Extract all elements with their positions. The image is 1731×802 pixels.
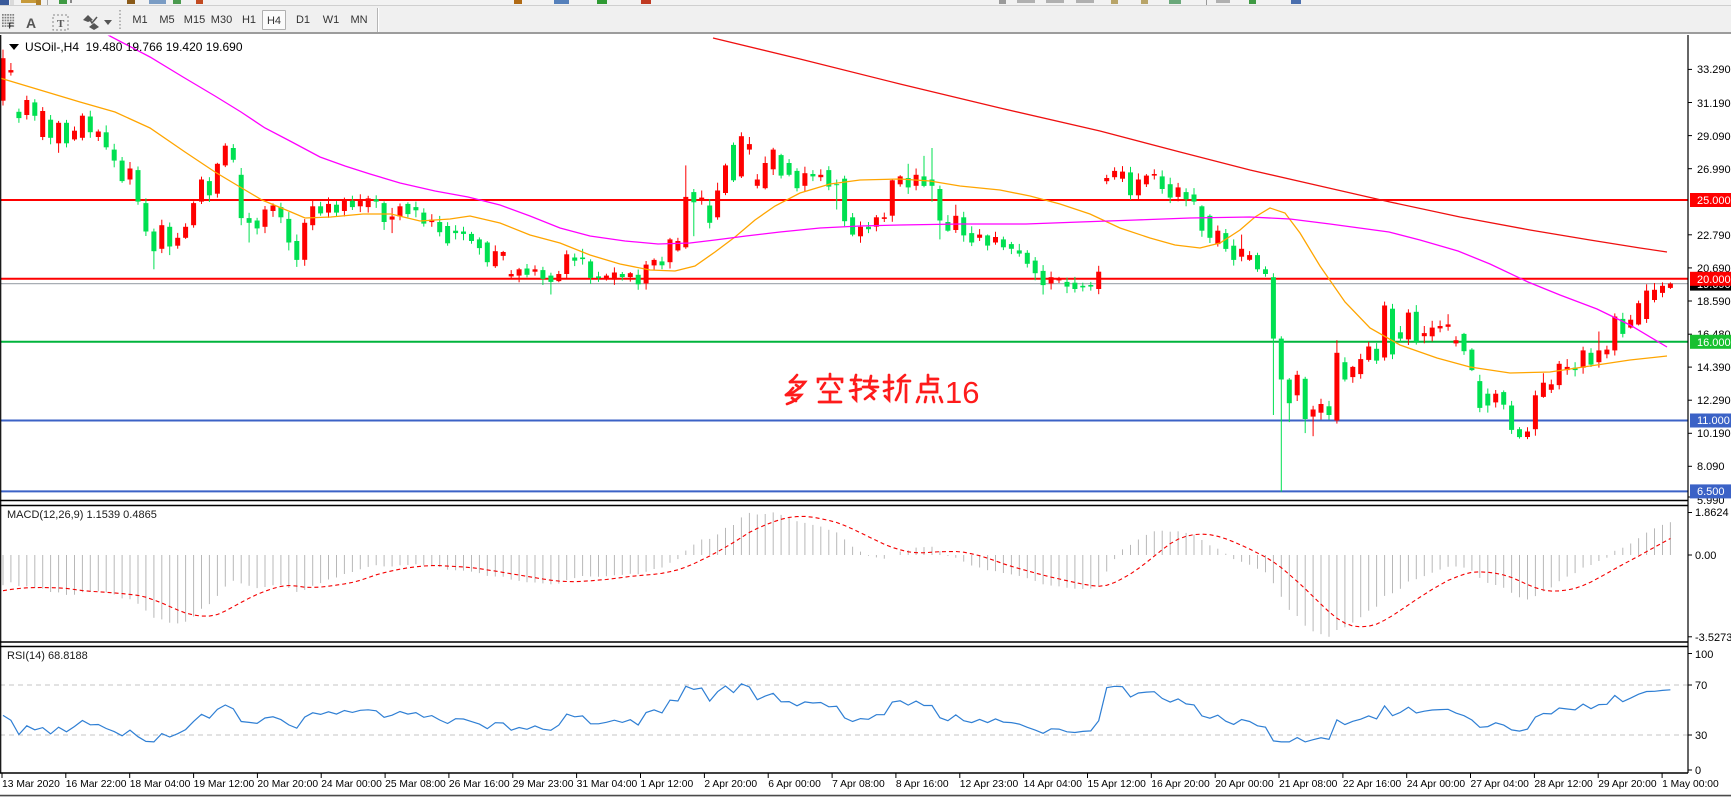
- svg-text:30: 30: [1695, 730, 1707, 742]
- svg-text:16 Mar 22:00: 16 Mar 22:00: [66, 779, 127, 790]
- svg-text:14 Apr 04:00: 14 Apr 04:00: [1024, 779, 1083, 790]
- svg-text:22 Apr 16:00: 22 Apr 16:00: [1343, 779, 1402, 790]
- svg-text:0: 0: [1695, 765, 1701, 777]
- svg-text:100: 100: [1695, 649, 1713, 661]
- svg-text:31.190: 31.190: [1697, 98, 1731, 110]
- svg-text:24 Apr 00:00: 24 Apr 00:00: [1407, 779, 1466, 790]
- svg-text:-3.5273: -3.5273: [1695, 632, 1731, 644]
- svg-text:0.00: 0.00: [1695, 550, 1716, 562]
- svg-text:6 Apr 00:00: 6 Apr 00:00: [768, 779, 821, 790]
- svg-text:16: 16: [945, 375, 979, 410]
- svg-text:RSI(14) 68.8188: RSI(14) 68.8188: [7, 650, 88, 662]
- svg-text:13 Mar 2020: 13 Mar 2020: [2, 779, 60, 790]
- svg-text:18 Mar 04:00: 18 Mar 04:00: [130, 779, 191, 790]
- svg-text:USOil-,H4 19.480 19.766 19.42: USOil-,H4 19.480 19.766 19.420 19.690: [25, 40, 243, 54]
- svg-text:2 Apr 20:00: 2 Apr 20:00: [704, 779, 757, 790]
- svg-text:1.8624: 1.8624: [1695, 507, 1729, 519]
- svg-text:7 Apr 08:00: 7 Apr 08:00: [832, 779, 885, 790]
- svg-text:26 Mar 16:00: 26 Mar 16:00: [449, 779, 510, 790]
- svg-text:24 Mar 00:00: 24 Mar 00:00: [321, 779, 382, 790]
- svg-text:25 Mar 08:00: 25 Mar 08:00: [385, 779, 446, 790]
- svg-text:29 Mar 23:00: 29 Mar 23:00: [513, 779, 574, 790]
- svg-text:8.090: 8.090: [1697, 461, 1725, 473]
- svg-text:19 Mar 12:00: 19 Mar 12:00: [194, 779, 255, 790]
- svg-text:1 Apr 12:00: 1 Apr 12:00: [641, 779, 694, 790]
- svg-text:21 Apr 08:00: 21 Apr 08:00: [1279, 779, 1338, 790]
- svg-text:22.790: 22.790: [1697, 230, 1731, 242]
- svg-text:16.000: 16.000: [1697, 337, 1731, 349]
- svg-text:8 Apr 16:00: 8 Apr 16:00: [896, 779, 949, 790]
- svg-text:28 Apr 12:00: 28 Apr 12:00: [1534, 779, 1593, 790]
- svg-text:70: 70: [1695, 680, 1707, 692]
- svg-text:1 May 00:00: 1 May 00:00: [1662, 779, 1719, 790]
- svg-text:15 Apr 12:00: 15 Apr 12:00: [1088, 779, 1147, 790]
- svg-text:F: F: [9, 22, 14, 31]
- svg-text:14.390: 14.390: [1697, 362, 1731, 374]
- svg-text:T: T: [57, 18, 65, 30]
- svg-text:16 Apr 20:00: 16 Apr 20:00: [1151, 779, 1210, 790]
- svg-text:31 Mar 04:00: 31 Mar 04:00: [577, 779, 638, 790]
- svg-text:10.190: 10.190: [1697, 428, 1731, 440]
- svg-text:29.090: 29.090: [1697, 131, 1731, 143]
- svg-text:MACD(12,26,9) 1.1539 0.4865: MACD(12,26,9) 1.1539 0.4865: [7, 509, 157, 521]
- svg-text:33.290: 33.290: [1697, 64, 1731, 76]
- svg-text:26.990: 26.990: [1697, 164, 1731, 176]
- svg-text:18.590: 18.590: [1697, 296, 1731, 308]
- svg-text:11.000: 11.000: [1697, 415, 1730, 427]
- svg-text:12.290: 12.290: [1697, 395, 1731, 407]
- svg-text:27 Apr 04:00: 27 Apr 04:00: [1471, 779, 1530, 790]
- svg-text:20 Mar 20:00: 20 Mar 20:00: [257, 779, 318, 790]
- svg-text:20 Apr 00:00: 20 Apr 00:00: [1215, 779, 1274, 790]
- svg-text:12 Apr 23:00: 12 Apr 23:00: [960, 779, 1019, 790]
- svg-text:6.500: 6.500: [1697, 486, 1725, 498]
- svg-text:29 Apr 20:00: 29 Apr 20:00: [1598, 779, 1657, 790]
- svg-text:20.000: 20.000: [1697, 274, 1731, 286]
- svg-text:25.000: 25.000: [1697, 195, 1731, 207]
